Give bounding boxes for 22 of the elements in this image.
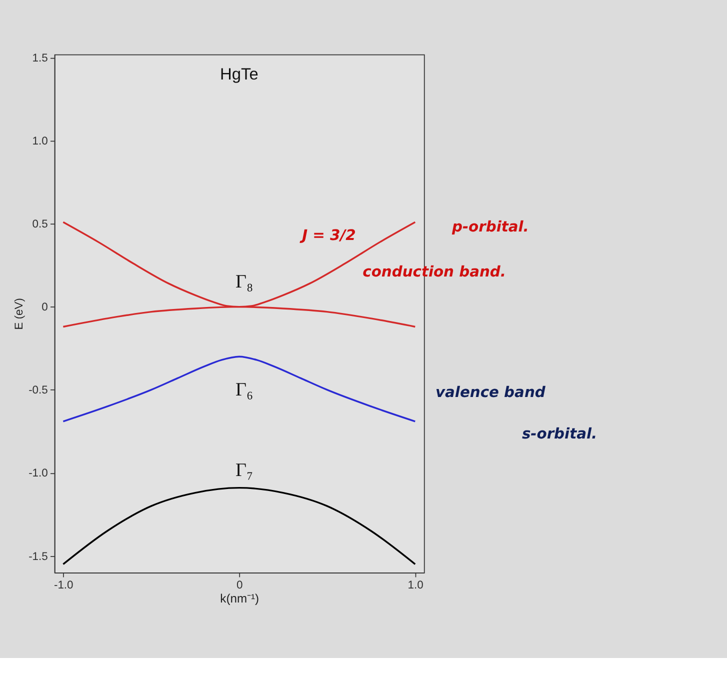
x-tick-label: -1.0 [54,579,74,592]
y-tick-label: 1.0 [32,136,48,148]
y-tick-label: -1.5 [28,550,48,563]
x-tick-label: 1.0 [408,579,424,592]
text: p-orbital. [450,218,529,236]
y-tick-label: -1.0 [28,468,48,480]
line-series [62,486,416,566]
annotation: J = 3/2 [299,227,356,244]
annotation: Γ₇ [236,460,254,481]
line-series [62,356,416,422]
x-axis-title: k(nm⁻¹) [220,591,260,606]
annotation: Γ₆ [236,379,254,400]
x-tick-label: 0 [236,579,243,592]
y-tick-label: -0.5 [28,384,48,397]
text: valence band [435,384,546,402]
y-tick-label: 0.5 [32,218,48,231]
y-tick-label: 0 [42,302,48,314]
y-tick-label: 1.5 [32,52,48,65]
y-axis-title: E (eV) [14,298,26,330]
annotation: Γ₈ [236,272,254,293]
annotation: HgTe [220,65,258,84]
text: s-orbital. [522,426,598,443]
